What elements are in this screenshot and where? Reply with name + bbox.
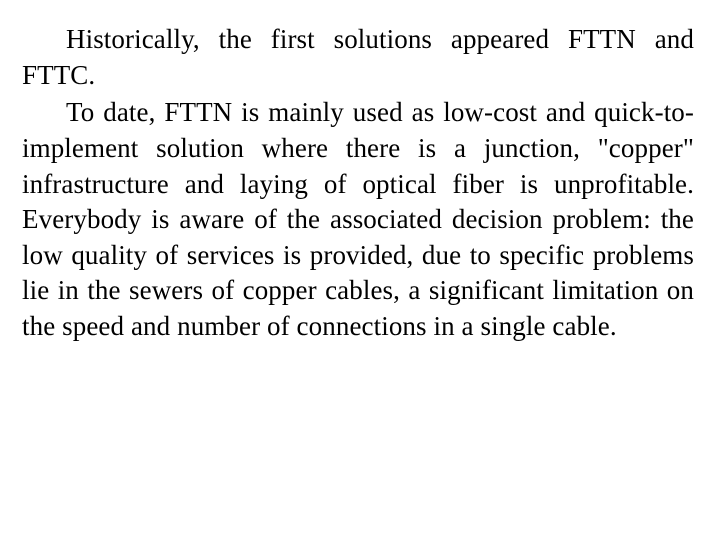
paragraph-1: Historically, the first solutions appear…	[22, 22, 694, 93]
document-page: Historically, the first solutions appear…	[0, 0, 720, 540]
paragraph-2: To date, FTTN is mainly used as low-cost…	[22, 95, 694, 344]
